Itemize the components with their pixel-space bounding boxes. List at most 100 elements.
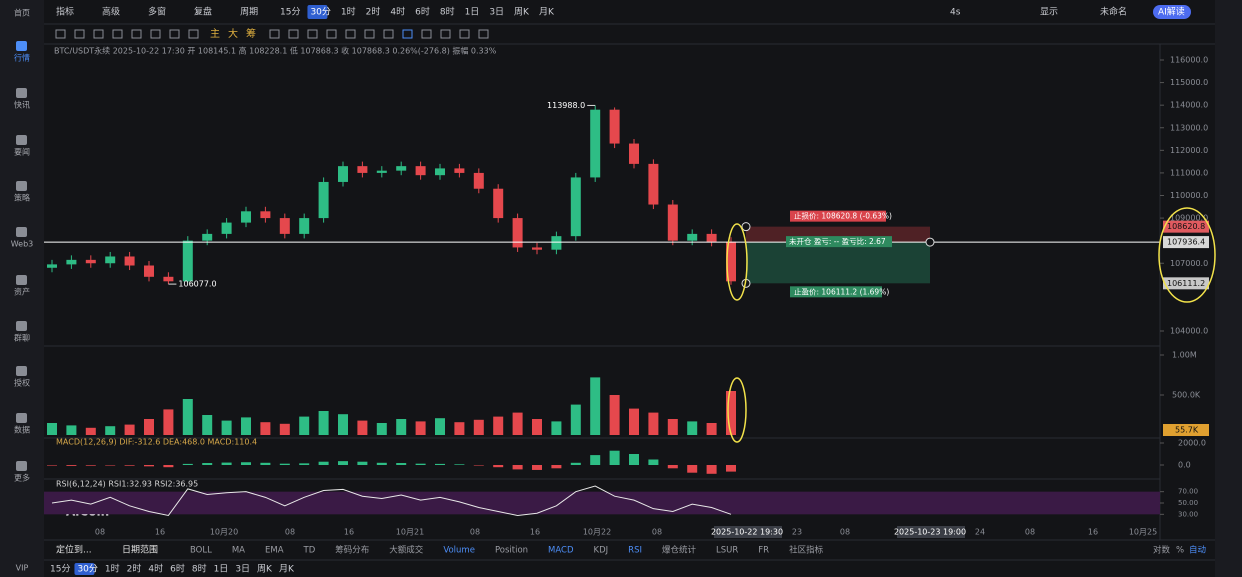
period-button[interactable]: 6时 (415, 6, 430, 18)
tool-icon[interactable] (307, 29, 318, 39)
period-button[interactable]: 1日 (214, 564, 229, 575)
indicator-tab[interactable]: MA (232, 546, 245, 556)
period-button[interactable]: 8时 (192, 563, 207, 575)
tool-icon[interactable] (440, 29, 451, 39)
candle-body (221, 222, 232, 234)
period-button[interactable]: 15分 (280, 7, 300, 18)
period-button[interactable]: 月K (279, 564, 295, 575)
tool-icon[interactable] (112, 29, 123, 39)
indicator-tab[interactable]: RSI (628, 546, 642, 556)
indicator-tab[interactable]: Volume (443, 546, 475, 556)
nav-label[interactable]: 授权 (14, 378, 30, 388)
toolbar-item[interactable]: 多窗 (148, 6, 166, 18)
bottom-right[interactable]: 对数 (1153, 545, 1171, 556)
period-button[interactable]: 2时 (127, 563, 142, 575)
toolbar-right-item[interactable]: 未命名 (1100, 6, 1127, 18)
nav-label[interactable]: 要闻 (14, 148, 30, 157)
candle-body (726, 241, 736, 282)
tool-icon[interactable] (478, 29, 489, 39)
period-button[interactable]: 4时 (390, 6, 405, 18)
indicator-tab[interactable]: Position (495, 546, 528, 556)
period-button[interactable]: 1时 (341, 6, 356, 18)
indicator-tab[interactable]: LSUR (716, 546, 738, 556)
nav-label[interactable]: 策略 (14, 193, 30, 203)
period-button[interactable]: 4时 (148, 563, 163, 575)
tool[interactable]: 筹 (246, 27, 256, 40)
period-button[interactable]: 月K (539, 7, 555, 18)
period-button[interactable]: 周K (257, 564, 273, 575)
macd-bar (124, 465, 135, 466)
bottom-left[interactable]: 定位到... (56, 544, 92, 556)
indicator-tab[interactable]: 大额成交 (389, 545, 424, 556)
period-button[interactable]: 30分 (77, 564, 97, 575)
y-tick-label: 2000.0 (1178, 439, 1206, 448)
nav-icon (16, 321, 27, 331)
tool-icon[interactable] (326, 29, 337, 39)
period-button[interactable]: 30分 (310, 7, 330, 18)
tool-icon[interactable] (364, 29, 375, 39)
macd-bar (570, 462, 581, 465)
indicator-tab[interactable]: BOLL (190, 546, 212, 556)
period-button[interactable]: 15分 (50, 564, 70, 575)
toolbar-right-item[interactable]: 显示 (1040, 7, 1058, 18)
bottom-right[interactable]: 自动 (1189, 545, 1207, 556)
tool-icon[interactable] (188, 29, 199, 39)
period-button[interactable]: 1日 (465, 7, 480, 18)
period-button[interactable]: 3日 (489, 7, 504, 18)
tool-icon[interactable] (55, 29, 66, 39)
nav-label[interactable]: 快讯 (14, 100, 30, 110)
toolbar-right-item[interactable]: 4s (950, 8, 961, 18)
active-period (307, 5, 328, 19)
macd-bar (609, 450, 620, 465)
tool-icon[interactable] (74, 29, 85, 39)
toolbar-right-item[interactable]: AI解读 (1158, 6, 1185, 18)
toolbar-item[interactable]: 高级 (102, 6, 120, 18)
tool-icon[interactable] (93, 29, 104, 39)
tool[interactable]: 主 (210, 28, 220, 40)
nav-label[interactable]: 资产 (14, 287, 30, 297)
handle[interactable] (741, 222, 751, 232)
indicator-tab[interactable]: 爆仓统计 (662, 545, 697, 556)
nav-label[interactable]: 群聊 (14, 333, 30, 343)
period-button[interactable]: 2时 (366, 6, 381, 18)
nav-label[interactable]: 行情 (14, 53, 30, 63)
indicator-tab[interactable]: KDJ (594, 546, 609, 556)
tool-icon[interactable] (288, 29, 299, 39)
tool-icon[interactable] (459, 29, 470, 39)
period-button[interactable]: 周K (514, 7, 530, 18)
nav-label[interactable]: 首页 (14, 8, 30, 18)
tool-icon[interactable] (269, 29, 280, 39)
toolbar-item[interactable]: 指标 (56, 6, 74, 18)
nav-label[interactable]: Web3 (11, 240, 34, 249)
tool-icon[interactable] (150, 29, 161, 39)
period-button[interactable]: 6时 (170, 563, 185, 575)
indicator-tab[interactable]: 筹码分布 (335, 545, 369, 556)
nav-label[interactable]: 数据 (14, 425, 30, 435)
nav-label[interactable]: 更多 (14, 473, 30, 483)
period-button[interactable]: 1时 (105, 563, 120, 575)
tool-icon[interactable] (345, 29, 356, 39)
volume-bar (279, 423, 290, 435)
candle-body (241, 211, 251, 223)
toolbar-item[interactable]: 周期 (240, 7, 258, 18)
tool-icon[interactable] (169, 29, 180, 39)
macd-bar (144, 465, 154, 467)
toolbar-item[interactable]: 复盘 (194, 6, 212, 18)
bottom-right[interactable]: % (1176, 546, 1184, 556)
indicator-tab[interactable]: TD (303, 546, 316, 556)
indicator-tab[interactable]: MACD (548, 546, 574, 556)
period-button[interactable]: 8时 (440, 6, 455, 18)
info-line: BTC/USDT永续 2025-10-22 17:30 开 108145.1 高… (54, 46, 497, 56)
tool-icon[interactable] (421, 29, 432, 39)
indicator-tab[interactable]: EMA (265, 546, 284, 556)
tool-icon[interactable] (383, 29, 394, 39)
indicator-tab[interactable]: 社区指标 (789, 545, 824, 556)
indicator-tab[interactable]: FR (758, 546, 769, 556)
tool-icon[interactable] (131, 29, 142, 39)
bottom-left[interactable]: 日期范围 (122, 544, 158, 556)
handle[interactable] (925, 237, 935, 247)
period-button[interactable]: 3日 (235, 564, 250, 575)
nav-label[interactable]: VIP (16, 564, 29, 573)
tool[interactable]: 大 (228, 27, 238, 40)
tool-icon[interactable] (402, 29, 413, 39)
